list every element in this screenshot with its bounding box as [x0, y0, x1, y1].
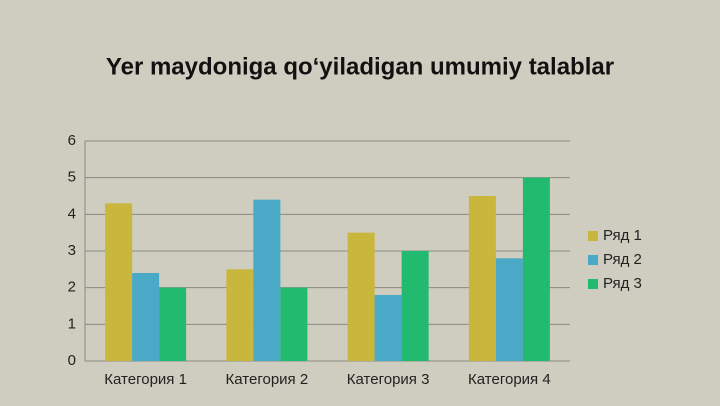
bar [401, 251, 429, 361]
bar [132, 273, 160, 361]
x-tick-label: Категория 3 [347, 371, 430, 388]
bar [159, 287, 187, 361]
x-tick-label: Категория 2 [226, 371, 309, 388]
legend-label: Ряд 1 [603, 227, 642, 244]
legend-label: Ряд 3 [603, 275, 642, 292]
bar [495, 258, 523, 361]
bar [226, 269, 254, 361]
bar [253, 199, 281, 361]
legend-swatch [588, 231, 598, 241]
y-tick-label: 3 [68, 242, 76, 259]
y-tick-label: 4 [68, 205, 76, 222]
legend-swatch [588, 279, 598, 289]
bar [105, 203, 133, 361]
bar [347, 232, 375, 361]
x-tick-label: Категория 1 [104, 371, 187, 388]
y-tick-label: 0 [68, 352, 76, 369]
y-tick-label: 2 [68, 279, 76, 296]
y-tick-label: 6 [68, 132, 76, 149]
bar [522, 177, 550, 361]
chart-title: Yer maydoniga qo‘yiladigan umumiy talabl… [106, 53, 614, 80]
bar [280, 287, 308, 361]
legend-label: Ряд 2 [603, 251, 642, 268]
y-tick-label: 1 [68, 315, 76, 332]
legend-swatch [588, 255, 598, 265]
bar [374, 295, 402, 361]
x-tick-label: Категория 4 [468, 371, 551, 388]
bar [468, 196, 496, 361]
y-tick-label: 5 [68, 169, 76, 186]
